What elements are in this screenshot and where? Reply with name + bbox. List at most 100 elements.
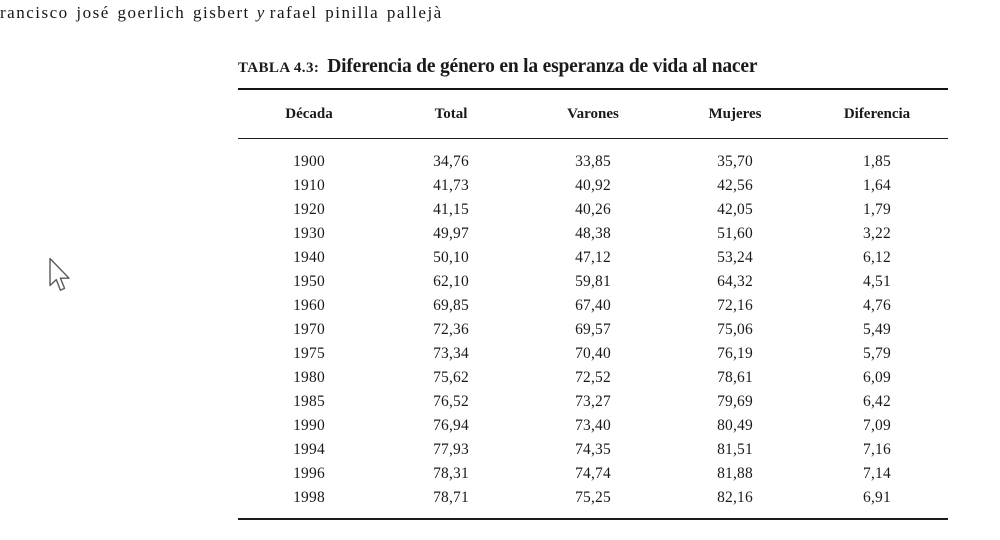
column-header: Total <box>434 105 468 122</box>
table-cell: 1930 <box>293 225 325 242</box>
table-cell: 59,81 <box>575 273 611 290</box>
table-cell: 77,93 <box>433 441 469 458</box>
author-name-right: rafael pinilla pallejà <box>269 3 443 22</box>
table-row: 1998 78,71 75,25 82,16 6,91 <box>238 486 948 510</box>
table-cell: 76,52 <box>433 393 469 410</box>
table-cell: 49,97 <box>433 225 469 242</box>
table-cell: 1900 <box>293 153 325 170</box>
table-cell: 41,73 <box>433 177 469 194</box>
table-caption: Diferencia de género en la esperanza de … <box>327 56 758 77</box>
table-cell: 41,15 <box>433 201 469 218</box>
running-header: rancisco josé goerlich gisbert y rafael pi… <box>0 3 443 23</box>
table-row: 1980 75,62 72,52 78,61 6,09 <box>238 366 948 390</box>
table-row: 1985 76,52 73,27 79,69 6,42 <box>238 390 948 414</box>
table-cell: 74,74 <box>575 465 611 482</box>
column-header: Mujeres <box>708 105 762 122</box>
table-header-row: Década Total Varones Mujeres Diferencia <box>238 90 948 139</box>
table-cell: 82,16 <box>717 489 753 506</box>
table-cell: 7,16 <box>863 441 891 458</box>
table-cell: 5,49 <box>863 321 891 338</box>
table-cell: 73,27 <box>575 393 611 410</box>
table-row: 1996 78,31 74,74 81,88 7,14 <box>238 462 948 486</box>
table-cell: 51,60 <box>717 225 753 242</box>
table-row: 1975 73,34 70,40 76,19 5,79 <box>238 342 948 366</box>
table-cell: 76,19 <box>717 345 753 362</box>
table-cell: 34,76 <box>433 153 469 170</box>
table-cell: 1,85 <box>863 153 891 170</box>
table-row: 1920 41,15 40,26 42,05 1,79 <box>238 198 948 222</box>
table-cell: 50,10 <box>433 249 469 266</box>
table-cell: 6,42 <box>863 393 891 410</box>
table-cell: 1970 <box>293 321 325 338</box>
table-cell: 47,12 <box>575 249 611 266</box>
table-cell: 1985 <box>293 393 325 410</box>
table-row: 1910 41,73 40,92 42,56 1,64 <box>238 174 948 198</box>
table-cell: 75,06 <box>717 321 753 338</box>
table-cell: 1940 <box>293 249 325 266</box>
table-cell: 69,85 <box>433 297 469 314</box>
table-cell: 42,56 <box>717 177 753 194</box>
table-cell: 79,69 <box>717 393 753 410</box>
table-cell: 75,62 <box>433 369 469 386</box>
column-header: Década <box>285 105 333 122</box>
table-cell: 42,05 <box>717 201 753 218</box>
table-4-3-block: TABLA 4.3: Diferencia de género en la es… <box>238 55 948 520</box>
table-cell: 74,35 <box>575 441 611 458</box>
mouse-cursor <box>49 257 70 291</box>
table-cell: 4,51 <box>863 273 891 290</box>
table-cell: 53,24 <box>717 249 753 266</box>
table-cell: 73,40 <box>575 417 611 434</box>
table-cell: 48,38 <box>575 225 611 242</box>
table-cell: 1,64 <box>863 177 891 194</box>
table-title: TABLA 4.3: Diferencia de género en la es… <box>238 55 948 90</box>
table-cell: 1,79 <box>863 201 891 218</box>
table-cell: 40,26 <box>575 201 611 218</box>
table-cell: 1920 <box>293 201 325 218</box>
table-cell: 64,32 <box>717 273 753 290</box>
table-row: 1960 69,85 67,40 72,16 4,76 <box>238 294 948 318</box>
column-header: Varones <box>567 105 619 122</box>
table-cell: 78,61 <box>717 369 753 386</box>
table-body: 1900 34,76 33,85 35,70 1,85 1910 41,73 40,92 42,… <box>238 139 948 520</box>
table-row: 1950 62,10 59,81 64,32 4,51 <box>238 270 948 294</box>
table-cell: 72,52 <box>575 369 611 386</box>
table-cell: 1990 <box>293 417 325 434</box>
table-row: 1900 34,76 33,85 35,70 1,85 <box>238 150 948 174</box>
table-cell: 6,12 <box>863 249 891 266</box>
table-cell: 69,57 <box>575 321 611 338</box>
table-cell: 75,25 <box>575 489 611 506</box>
table-cell: 81,88 <box>717 465 753 482</box>
author-separator: y <box>256 3 265 22</box>
table-cell: 7,09 <box>863 417 891 434</box>
table-row: 1970 72,36 69,57 75,06 5,49 <box>238 318 948 342</box>
table-cell: 67,40 <box>575 297 611 314</box>
table-cell: 4,76 <box>863 297 891 314</box>
author-name-left: rancisco josé goerlich gisbert <box>0 3 250 22</box>
table-cell: 35,70 <box>717 153 753 170</box>
table-cell: 5,79 <box>863 345 891 362</box>
table-cell: 62,10 <box>433 273 469 290</box>
table-cell: 6,91 <box>863 489 891 506</box>
table-cell: 7,14 <box>863 465 891 482</box>
table-row: 1940 50,10 47,12 53,24 6,12 <box>238 246 948 270</box>
table-cell: 72,16 <box>717 297 753 314</box>
table-cell: 1950 <box>293 273 325 290</box>
table-row: 1994 77,93 74,35 81,51 7,16 <box>238 438 948 462</box>
table-cell: 33,85 <box>575 153 611 170</box>
table-row: 1930 49,97 48,38 51,60 3,22 <box>238 222 948 246</box>
table-cell: 1975 <box>293 345 325 362</box>
column-header: Diferencia <box>843 105 911 122</box>
table-row: 1990 76,94 73,40 80,49 7,09 <box>238 414 948 438</box>
table-cell: 72,36 <box>433 321 469 338</box>
table-cell: 1994 <box>293 441 325 458</box>
table-cell: 1910 <box>293 177 325 194</box>
table-cell: 81,51 <box>717 441 753 458</box>
table-cell: 76,94 <box>433 417 469 434</box>
table-label: TABLA 4.3: <box>238 60 320 76</box>
table-cell: 78,71 <box>433 489 469 506</box>
table-cell: 1996 <box>293 465 325 482</box>
table-cell: 6,09 <box>863 369 891 386</box>
table-cell: 73,34 <box>433 345 469 362</box>
table-cell: 1998 <box>293 489 325 506</box>
